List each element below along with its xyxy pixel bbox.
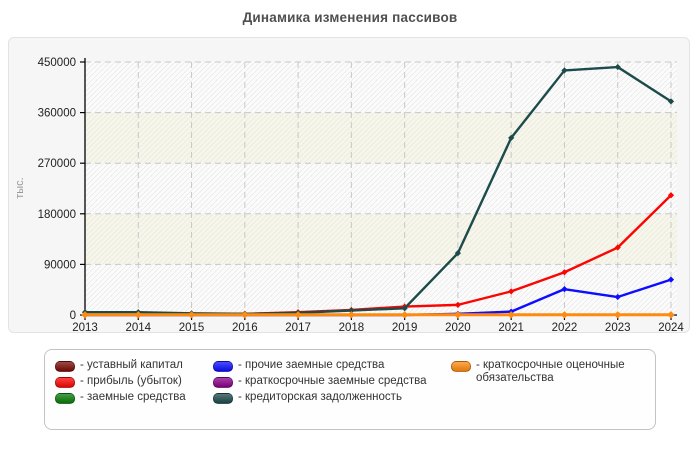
x-tick-label: 2024 (658, 322, 684, 332)
series-marker-3 (614, 293, 621, 301)
series-marker-6 (667, 311, 675, 319)
x-tick-label: 2022 (552, 322, 578, 332)
legend-item: - прочие заемные средства (213, 359, 451, 372)
x-tick-label: 2015 (179, 322, 205, 332)
y-tick-label: 270000 (38, 158, 76, 170)
series-marker-6 (401, 311, 409, 319)
legend-label: - прибыль (убыток) (80, 375, 182, 387)
series-line-5 (85, 65, 672, 316)
series-marker-5 (348, 307, 355, 314)
series-marker-6 (347, 311, 355, 319)
legend-swatch-icon (213, 361, 233, 372)
legend-label: - кредиторская задолженность (238, 391, 402, 403)
chart-panel: 0 90000 180000 270000 360000 450000 2013 2014 20… (8, 37, 690, 333)
y-axis-title: тыс. (14, 177, 26, 199)
series-marker-1 (667, 192, 675, 199)
legend-item: - заемные средства (55, 391, 213, 404)
x-tick-label: 2019 (392, 322, 418, 332)
legend: - уставный капитал - прибыль (убыток) - за… (44, 349, 656, 430)
series-marker-6 (560, 311, 569, 319)
y-tick-label: 90000 (44, 259, 76, 271)
series-marker-5 (667, 98, 675, 105)
legend-swatch-icon (55, 361, 75, 372)
plot-hatch (85, 62, 677, 315)
series-marker-6 (294, 311, 302, 319)
x-tick-label: 2020 (445, 322, 471, 332)
series-marker-5 (401, 305, 408, 312)
series-marker-6 (507, 311, 515, 319)
series-marker-1 (561, 269, 568, 276)
y-tick-label: 0 (70, 310, 76, 322)
legend-label: - прочие заемные средства (238, 359, 385, 371)
y-tick-label: 180000 (38, 209, 76, 221)
series-marker-6 (81, 311, 89, 319)
x-tick-label: 2018 (339, 322, 365, 332)
legend-swatch-icon (213, 377, 233, 388)
legend-label: - уставный капитал (80, 359, 183, 371)
legend-item: - краткосрочные оценочные обязательства (451, 359, 647, 385)
legend-swatch-icon (55, 377, 75, 388)
legend-label: - заемные средства (80, 391, 186, 403)
series-marker-5 (454, 250, 462, 257)
legend-column: - краткосрочные оценочные обязательства (451, 359, 647, 388)
x-tick-label: 2013 (72, 322, 98, 332)
x-tick-label: 2014 (125, 322, 151, 332)
series-marker-6 (454, 311, 462, 319)
series-marker-1 (454, 301, 462, 308)
series-marker-6 (614, 311, 622, 319)
chart-title: Динамика изменения пассивов (242, 10, 458, 25)
chart-plot: 0 90000 180000 270000 360000 450000 2013 2014 20… (14, 57, 684, 332)
x-tick-label: 2023 (605, 322, 631, 332)
legend-column: - прочие заемные средства - краткосрочные… (213, 359, 451, 407)
x-tick-label: 2021 (498, 322, 524, 332)
legend-item: - краткосрочные заемные средства (213, 375, 451, 388)
series-marker-1 (614, 244, 621, 251)
legend-item: - кредиторская задолженность (213, 391, 451, 404)
legend-column: - уставный капитал - прибыль (убыток) - за… (55, 359, 213, 407)
series-marker-5 (508, 134, 515, 141)
x-tick-label: 2017 (285, 322, 311, 332)
series-marker-6 (241, 311, 249, 319)
series-marker-1 (508, 288, 515, 295)
legend-swatch-icon (451, 361, 471, 372)
legend-swatch-icon (55, 393, 75, 404)
legend-label: - краткосрочные заемные средства (238, 375, 427, 387)
y-tick-label: 360000 (38, 108, 76, 120)
legend-swatch-icon (213, 393, 233, 404)
series-marker-5 (614, 63, 621, 71)
series-marker-6 (134, 311, 142, 319)
legend-item: - прибыль (убыток) (55, 375, 213, 388)
legend-item: - уставный капитал (55, 359, 213, 372)
legend-label: - краткосрочные оценочные обязательства (476, 359, 625, 384)
y-tick-label: 450000 (38, 57, 76, 69)
series-marker-6 (187, 311, 196, 319)
x-tick-label: 2016 (232, 322, 258, 332)
